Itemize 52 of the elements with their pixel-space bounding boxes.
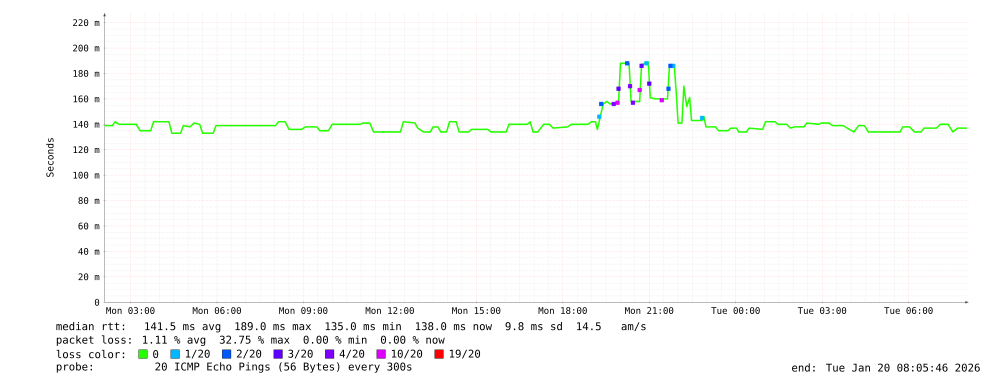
x-tick-label: Mon 09:00 xyxy=(279,307,328,314)
point xyxy=(666,86,671,91)
point xyxy=(630,100,636,105)
line-series xyxy=(104,61,968,134)
text: packet loss: 1.11 % avg 32.75 % max 0.00 % min 0.00 % now xyxy=(56,335,445,346)
y-tick-label: 120 m xyxy=(74,146,100,154)
legend-label: 4/20 xyxy=(340,350,364,359)
x-tick-label: Mon 06:00 xyxy=(192,307,241,314)
point xyxy=(599,102,604,106)
legend-label: 1/20 xyxy=(186,350,210,359)
x-tick-label: Mon 21:00 xyxy=(625,307,674,314)
text: probe: 20 ICMP Echo Pings (56 Bytes) every 300s xyxy=(56,362,412,373)
point xyxy=(644,61,648,66)
x-tick-label: Tue 00:00 xyxy=(711,307,760,314)
point xyxy=(616,86,621,91)
y-tick-label: 200 m xyxy=(73,44,100,52)
point xyxy=(638,88,642,92)
legend-label: 3/20 xyxy=(288,350,313,359)
x-tick-label: Tue 03:00 xyxy=(798,307,846,314)
point xyxy=(647,82,652,86)
text: median rtt: 141.5 ms avg 189.0 ms max 135.0 ms min 138.0 ms now 9.8 ms sd 14.5 am/s xyxy=(56,322,646,332)
point xyxy=(615,100,620,105)
legend-label: 10/20 xyxy=(392,350,422,359)
y-tick-label: 220 m xyxy=(73,19,100,26)
point xyxy=(628,84,632,88)
x-tick-label: Mon 03:00 xyxy=(106,307,155,314)
x-tick-label: Tue 06:00 xyxy=(884,307,933,314)
point xyxy=(700,116,704,120)
x-tick-label: Mon 18:00 xyxy=(538,307,587,314)
x-tick-label: Mon 12:00 xyxy=(366,307,414,314)
point xyxy=(639,64,644,68)
point xyxy=(597,114,602,119)
y-axis-title: Seconds xyxy=(46,138,54,177)
y-tick-label: 100 m xyxy=(74,172,100,179)
x-tick-label: Mon 15:00 xyxy=(452,307,500,314)
point xyxy=(625,61,630,66)
y-tick-label: 180 m xyxy=(74,70,100,77)
legend-label: 2/20 xyxy=(236,350,262,359)
point xyxy=(612,102,616,106)
point xyxy=(660,98,664,102)
y-tick-label: 140 m xyxy=(74,120,100,128)
legend-label: 0 xyxy=(153,350,158,358)
y-tick-label: 80 m xyxy=(78,197,100,204)
y-tick-label: 160 m xyxy=(74,95,100,102)
point xyxy=(668,64,673,68)
text: end: Tue Jan 20 08:05:46 2026 xyxy=(792,363,980,372)
y-tick-label: 40 m xyxy=(78,248,100,255)
legend-label: 19/20 xyxy=(450,350,480,359)
y-tick-label: 60 m xyxy=(78,222,100,230)
legend-title: loss color: xyxy=(56,350,124,358)
y-tick-label: 20 m xyxy=(78,273,100,280)
y-tick-label: 0 xyxy=(94,298,100,306)
